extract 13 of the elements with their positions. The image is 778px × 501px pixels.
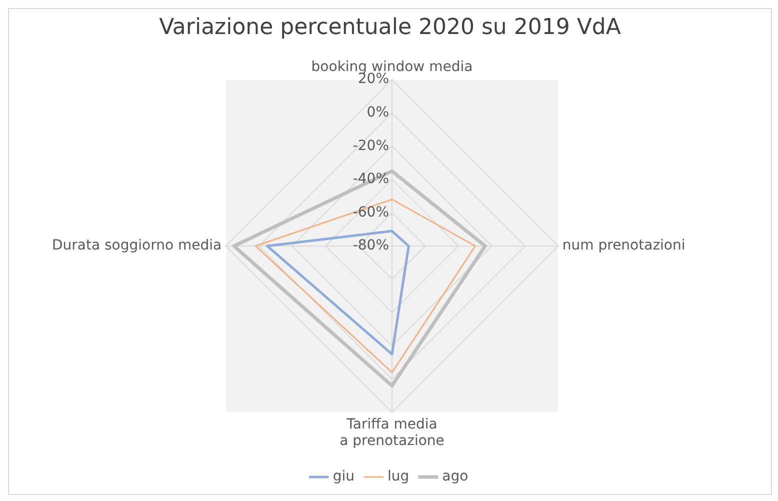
y-tick-label: -80% <box>352 238 389 254</box>
spoke-label: Durata soggiorno media <box>52 238 222 254</box>
y-tick-label: 0% <box>366 104 389 121</box>
legend-label: lug <box>387 468 410 485</box>
spoke-label: Tariffa media a prenotazione <box>340 416 444 450</box>
legend-label: giu <box>332 468 354 485</box>
y-tick-label: -60% <box>352 204 389 220</box>
y-tick-label: -40% <box>352 171 389 188</box>
spoke-label: num prenotazioni <box>562 238 686 254</box>
y-tick-label: 20% <box>358 71 389 88</box>
chart-title: Variazione percentuale 2020 su 2019 VdA <box>159 14 621 40</box>
legend-label: ago <box>442 468 468 485</box>
y-tick-label: -20% <box>352 138 389 154</box>
